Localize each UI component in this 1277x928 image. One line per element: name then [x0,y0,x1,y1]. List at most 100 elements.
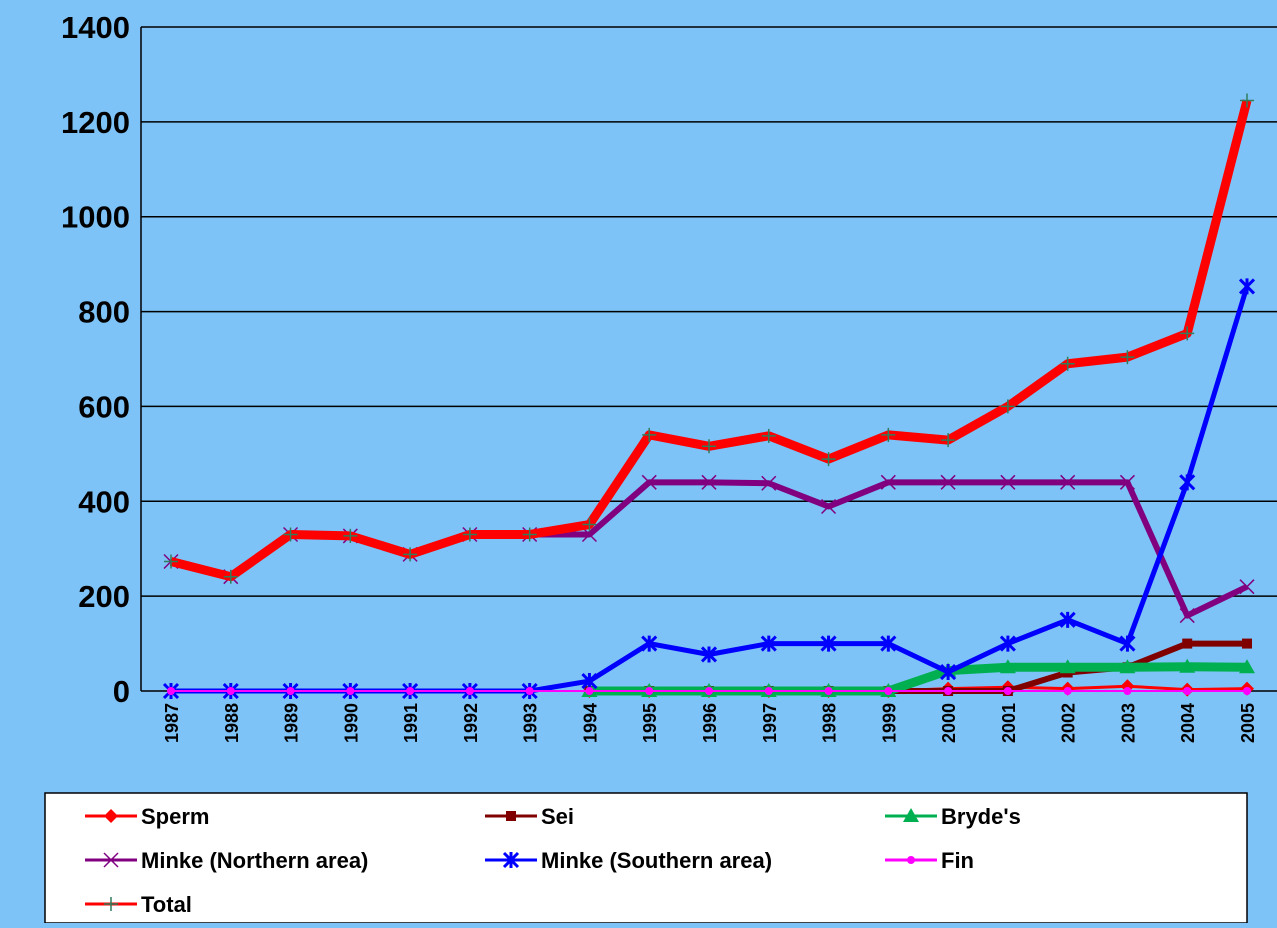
x-tick-label: 1992 [461,703,481,743]
x-tick-label: 2001 [999,703,1019,743]
legend-marker [506,811,516,821]
data-point [581,672,598,690]
data-point [223,569,238,584]
data-point [761,428,776,443]
x-tick-label: 1995 [640,703,660,743]
data-point [1000,474,1016,490]
data-point [1182,638,1193,649]
data-point [1119,659,1136,674]
x-tick-label: 1993 [521,703,541,743]
data-point [226,687,235,695]
legend-label: Minke (Northern area) [141,848,368,873]
data-point [880,635,897,652]
data-point [1179,608,1195,624]
data-point [821,452,836,467]
data-point [884,687,893,695]
data-point [1179,658,1196,673]
data-point [1243,687,1251,695]
data-point [1239,579,1255,595]
data-point [764,687,773,695]
x-tick-label: 2002 [1059,703,1079,743]
data-point [1238,278,1256,295]
data-point [702,439,716,454]
x-tick-label: 1988 [222,703,242,743]
data-point [403,547,418,562]
data-point [1063,687,1072,695]
x-tick-label: 2004 [1178,703,1198,743]
data-point [1060,356,1075,371]
data-point [940,474,956,490]
data-point [1059,611,1076,628]
data-point [346,687,355,695]
data-point [645,687,654,695]
data-point [1242,638,1252,649]
data-point [1059,659,1076,674]
data-point [824,687,833,695]
legend-marker [104,897,118,911]
x-tick-label: 1997 [760,703,780,743]
data-point [1179,474,1196,491]
data-point [944,687,953,695]
x-tick-label: 2003 [1118,703,1138,743]
y-tick-label: 400 [78,484,130,519]
data-point [642,427,657,442]
data-point [462,527,477,542]
data-point [406,687,415,695]
data-point [705,687,713,695]
x-tick-label: 1989 [282,703,302,743]
data-point [820,635,837,652]
legend-label: Sei [541,804,574,829]
data-point [1000,399,1015,414]
data-point [1060,474,1076,490]
data-point [1239,659,1255,674]
data-point [1183,687,1192,695]
legend-label: Fin [941,848,974,873]
data-point [1180,326,1195,341]
data-point [465,687,474,695]
data-point [286,687,295,695]
data-point [821,498,837,515]
data-point [1123,687,1132,695]
legend-marker [907,856,915,864]
data-point [343,528,358,543]
data-point [167,687,175,695]
series-line [169,99,1252,582]
legend-marker [103,852,119,868]
y-tick-label: 800 [78,295,130,330]
y-tick-label: 1400 [61,10,130,45]
data-point [700,646,718,663]
data-point [522,527,537,542]
x-tick-label: 1996 [700,703,720,743]
y-tick-label: 1000 [61,200,130,235]
data-point [283,527,298,542]
data-point [1119,474,1135,490]
data-point [999,635,1016,652]
legend-label: Total [141,892,192,917]
legend-label: Sperm [141,804,209,829]
y-tick-label: 600 [78,389,130,424]
x-tick-label: 1987 [162,703,182,743]
x-tick-label: 1990 [341,703,361,743]
legend-label: Minke (Southern area) [541,848,772,873]
data-point [880,474,896,490]
data-point [641,474,657,490]
y-tick-label: 1200 [61,105,130,140]
data-point [761,475,777,491]
y-tick-label: 0 [113,674,130,709]
data-point [999,659,1016,674]
legend-label: Bryde's [941,804,1021,829]
x-tick-label: 2000 [939,703,959,743]
legend-marker [104,809,118,823]
data-point [701,474,717,490]
x-tick-label: 1998 [820,703,840,743]
x-tick-label: 1994 [580,703,600,743]
data-point [585,687,594,695]
data-point [641,635,658,652]
x-tick-label: 1999 [879,703,899,743]
data-point [940,663,957,681]
legend-marker [903,808,919,822]
data-point [1240,93,1254,108]
x-tick-label: 1991 [401,703,421,743]
